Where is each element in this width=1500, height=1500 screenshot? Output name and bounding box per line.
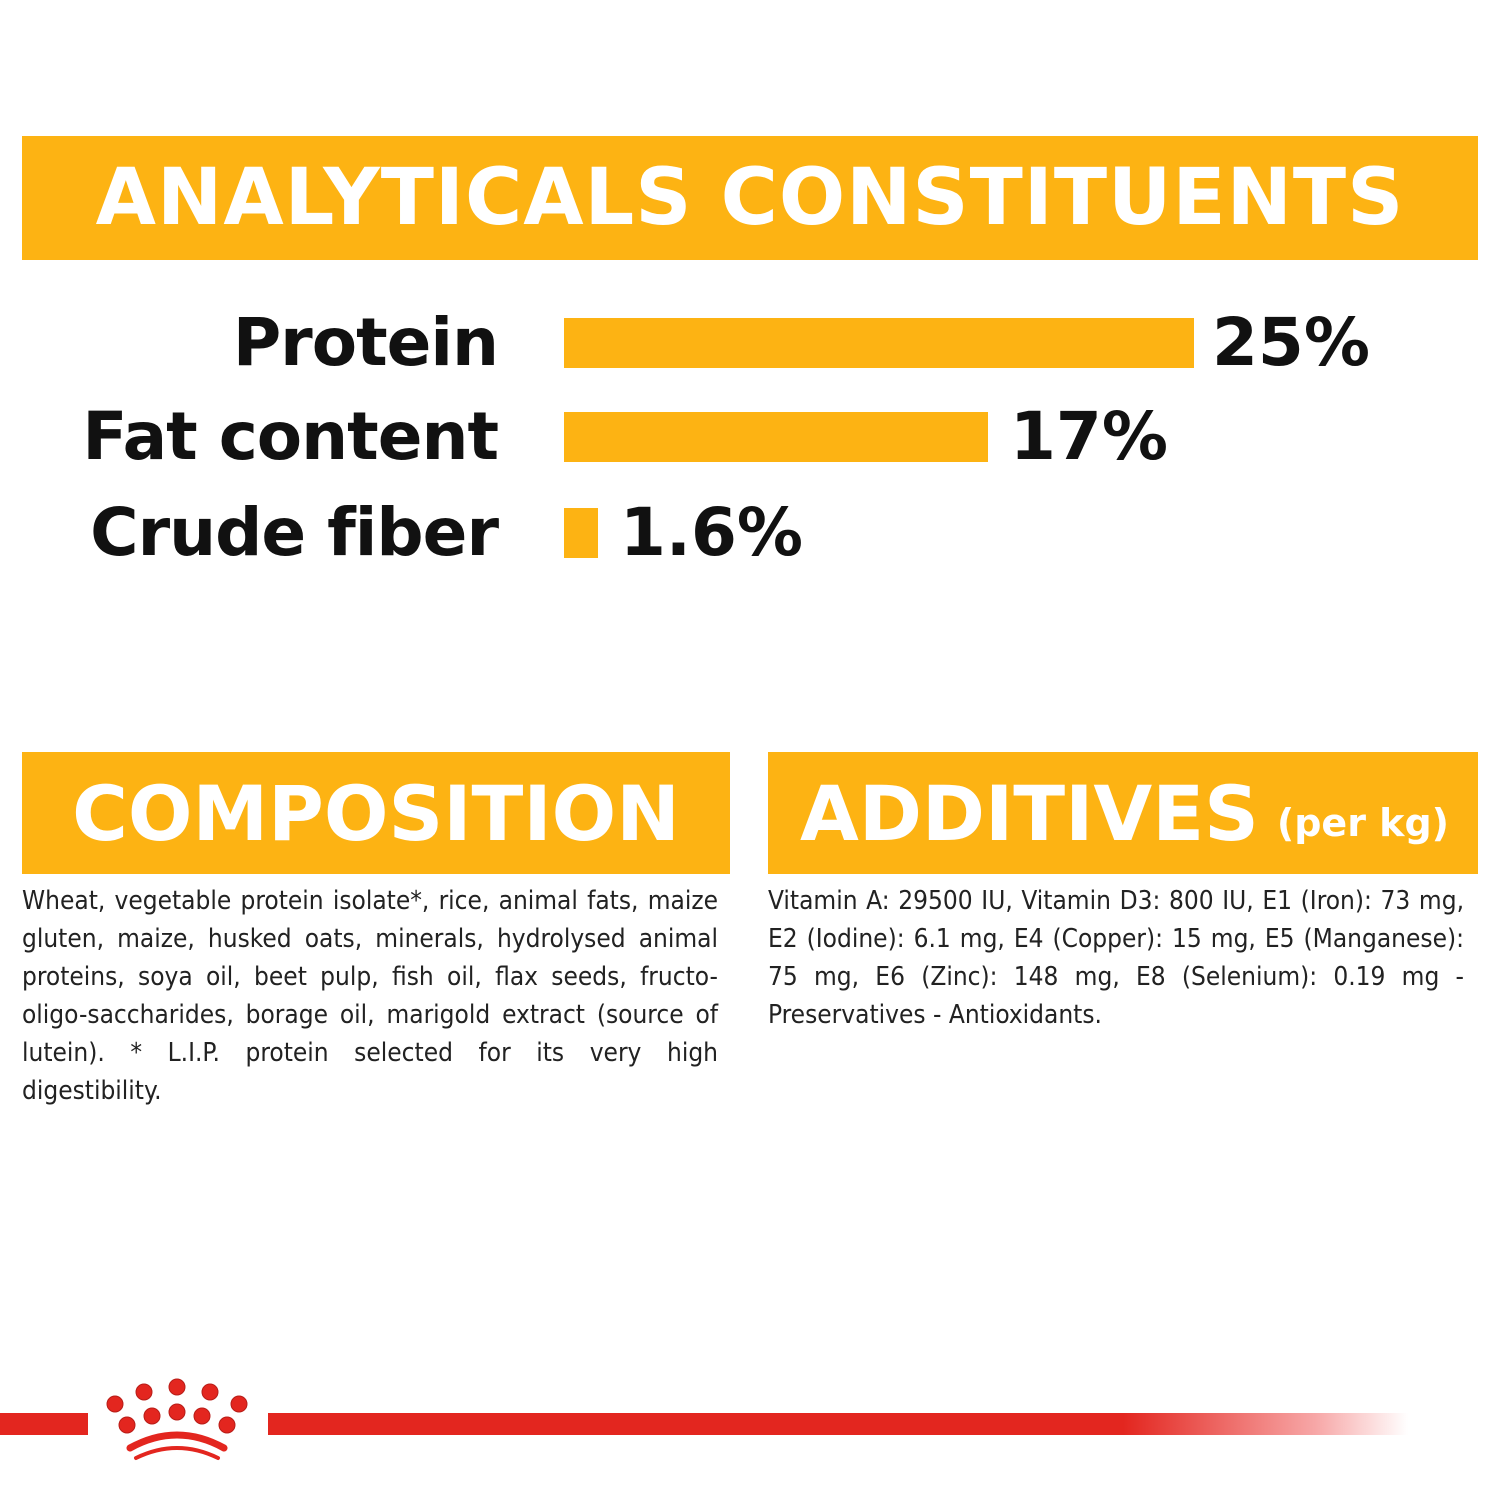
constituent-row-protein: Protein 25%	[0, 308, 1500, 378]
brand-line-right	[268, 1413, 1408, 1435]
analytical-constituents-banner: ANALYTICALS CONSTITUENTS	[22, 136, 1478, 260]
composition-title: COMPOSITION	[72, 768, 680, 858]
additives-banner: ADDITIVES (per kg)	[768, 752, 1478, 874]
constituent-label: Protein	[232, 304, 499, 381]
constituent-bar	[564, 508, 598, 558]
constituent-bar	[564, 318, 1194, 368]
constituent-label: Crude fiber	[90, 494, 499, 571]
constituent-value: 25%	[1212, 304, 1370, 381]
constituent-bar	[564, 412, 988, 462]
constituent-row-fiber: Crude fiber 1.6%	[0, 498, 1500, 568]
constituent-value: 1.6%	[620, 494, 804, 571]
additives-title: ADDITIVES	[800, 768, 1259, 858]
crown-icon	[106, 1378, 248, 1460]
additives-subtitle: (per kg)	[1276, 801, 1450, 845]
analytical-title: ANALYTICALS CONSTITUENTS	[95, 153, 1405, 243]
constituent-label: Fat content	[82, 398, 499, 475]
additives-text: Vitamin A: 29500 IU, Vitamin D3: 800 IU,…	[768, 886, 1464, 1030]
constituent-row-fat: Fat content 17%	[0, 402, 1500, 472]
brand-line-left	[0, 1413, 88, 1435]
constituent-value: 17%	[1010, 398, 1168, 475]
composition-text: Wheat, vegetable protein isolate*, rice,…	[22, 886, 718, 1106]
composition-banner: COMPOSITION	[22, 752, 730, 874]
